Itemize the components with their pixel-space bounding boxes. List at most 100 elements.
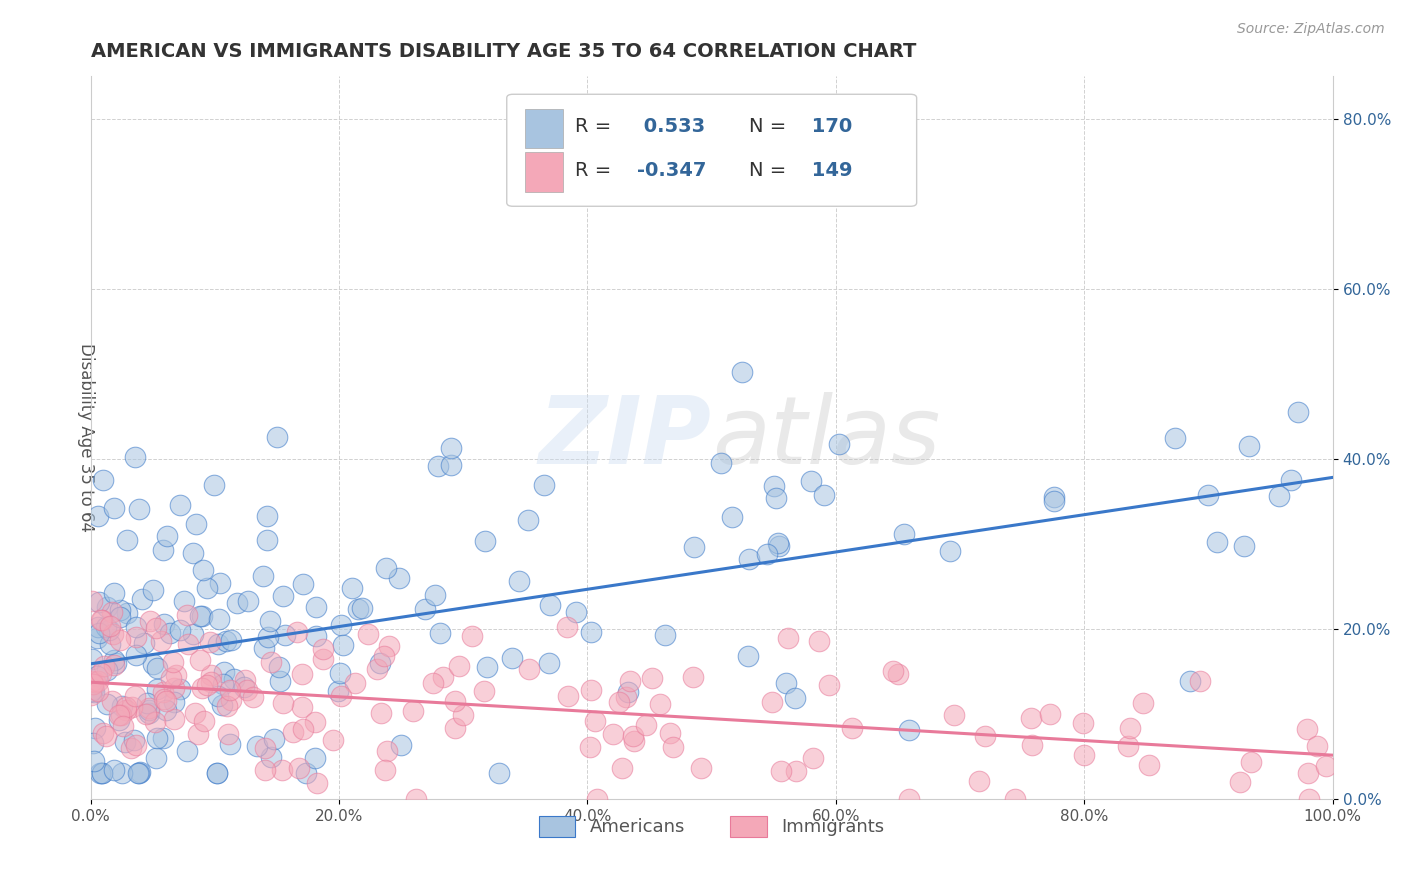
Point [475,660,498,674]
Point [1039,706,1062,721]
Point [271,589,294,603]
Point [1229,775,1251,789]
Point [207,766,229,780]
Point [967,774,990,789]
Point [152,685,174,699]
Point [101,626,124,640]
Point [818,678,841,692]
Point [422,676,444,690]
Text: R =: R = [575,117,612,136]
Point [291,577,314,591]
Point [219,633,242,648]
Point [93,659,115,673]
Point [283,724,305,739]
Point [100,605,122,619]
Point [1042,493,1064,508]
Point [82,673,104,688]
Point [565,605,588,619]
Text: N =: N = [749,161,786,179]
Point [187,726,209,740]
Point [96,663,118,677]
Point [135,696,157,710]
Point [131,591,153,606]
Point [108,603,131,617]
Point [340,581,363,595]
Point [82,652,104,666]
Point [775,676,797,690]
Point [1298,792,1320,806]
Point [271,696,294,710]
Point [111,699,134,714]
Point [312,652,335,666]
Point [614,690,637,705]
Point [146,731,169,746]
Point [173,594,195,608]
Point [1073,748,1095,763]
Point [332,638,354,652]
Point [91,473,114,487]
Point [288,761,311,775]
Point [101,694,124,708]
Point [155,694,177,708]
Point [683,540,706,554]
Text: R =: R = [575,161,612,179]
Point [138,700,160,714]
Point [344,676,367,690]
Point [124,450,146,464]
Point [1306,739,1329,754]
Point [329,666,352,681]
Point [80,688,103,702]
Point [153,692,176,706]
Text: 170: 170 [804,117,852,136]
Point [211,698,233,712]
Point [242,690,264,704]
Point [134,636,156,650]
Point [107,714,129,728]
Point [197,582,219,596]
Point [1189,673,1212,688]
Point [440,441,463,455]
Point [389,738,412,752]
Point [169,681,191,696]
Point [184,706,207,720]
Point [294,766,316,780]
Point [254,763,277,777]
Point [103,652,125,666]
Point [607,695,630,709]
Point [304,750,326,764]
Point [98,624,121,638]
Point [152,617,174,632]
Point [176,607,198,622]
Point [260,750,283,764]
Point [145,621,167,635]
Point [110,610,132,624]
Point [83,754,105,768]
Point [690,761,713,775]
Point [329,617,352,632]
Point [373,648,395,663]
Point [378,639,401,653]
Point [105,657,128,671]
Point [79,684,101,698]
FancyBboxPatch shape [506,95,917,206]
Point [356,627,378,641]
Point [259,614,281,628]
Point [218,737,240,751]
Point [581,624,603,639]
Point [198,635,221,649]
Point [169,498,191,512]
Point [233,680,256,694]
Point [125,620,148,634]
Point [304,714,326,729]
Point [785,691,807,706]
Point [285,625,308,640]
Point [370,706,392,720]
Point [585,792,607,806]
Point [443,694,465,708]
Point [368,656,391,670]
Text: AMERICAN VS IMMIGRANTS DISABILITY AGE 35 TO 64 CORRELATION CHART: AMERICAN VS IMMIGRANTS DISABILITY AGE 35… [90,42,915,61]
Point [488,766,510,780]
Point [90,613,112,627]
Point [236,683,259,698]
Point [238,594,260,608]
